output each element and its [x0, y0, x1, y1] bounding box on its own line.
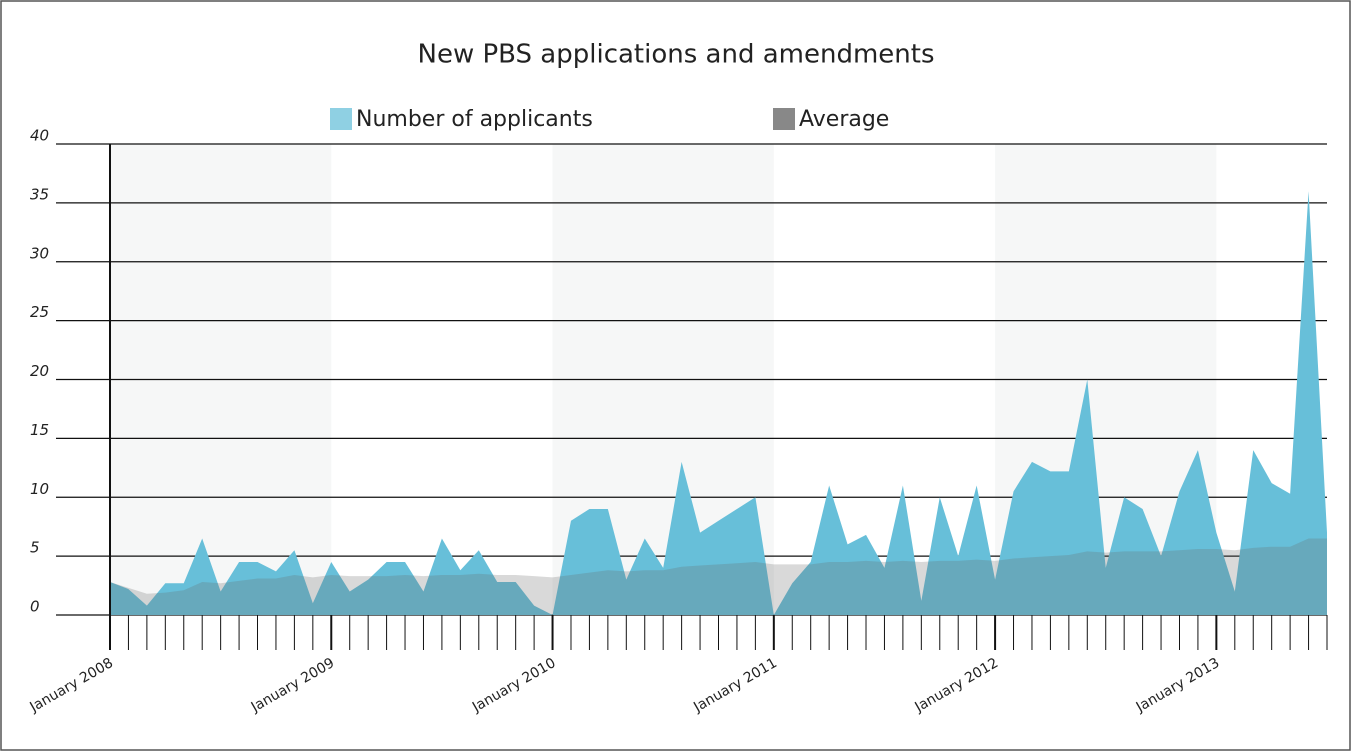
chart-title: New PBS applications and amendments — [418, 40, 935, 70]
legend-swatch — [773, 108, 795, 130]
legend-swatch — [330, 108, 352, 130]
y-tick-label: 30 — [30, 244, 49, 262]
y-tick-label: 20 — [30, 362, 49, 380]
area — [110, 191, 1327, 615]
y-tick-label: 10 — [30, 480, 49, 498]
y-tick-label: 25 — [30, 303, 49, 321]
y-tick-label: 35 — [30, 185, 49, 203]
y-tick-label: 0 — [30, 598, 40, 616]
y-tick-label: 15 — [30, 421, 49, 439]
y-tick-label: 40 — [30, 127, 49, 145]
y-tick-label: 5 — [30, 539, 40, 557]
legend-label: Average — [799, 107, 889, 132]
legend-label: Number of applicants — [356, 107, 593, 132]
area — [110, 538, 1327, 615]
